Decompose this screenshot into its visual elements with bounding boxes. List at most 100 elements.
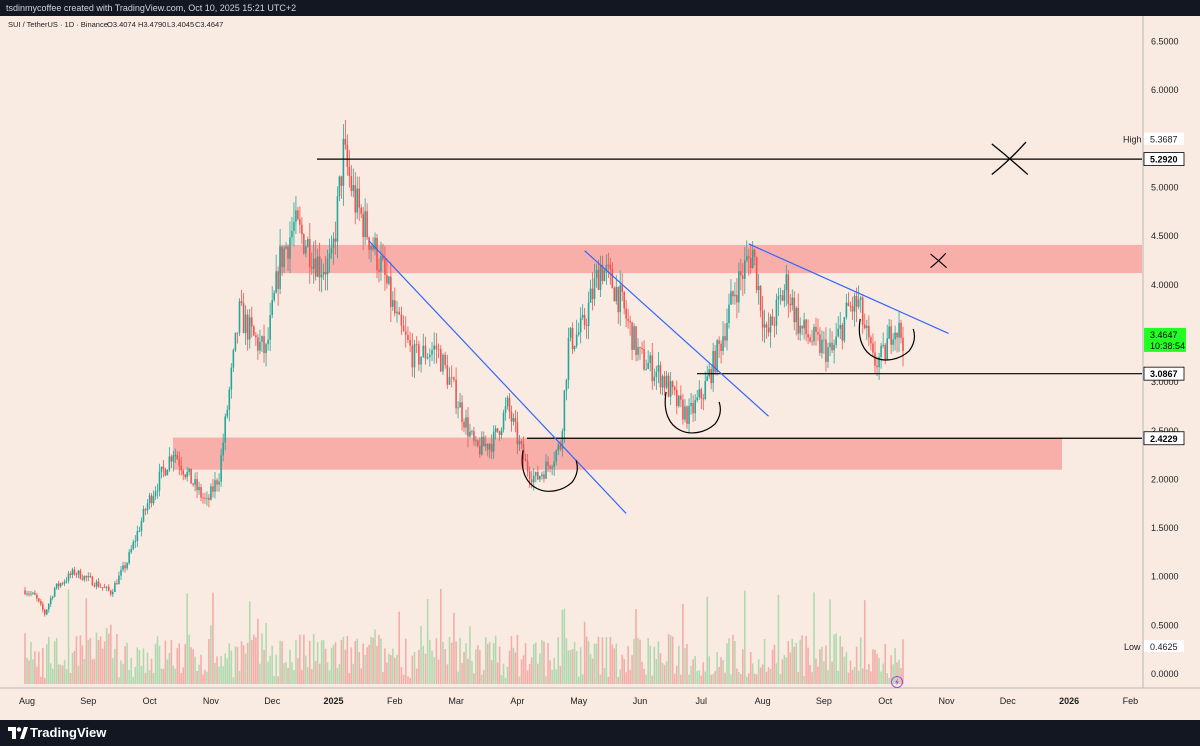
time-axis[interactable]: Aug Sep Oct Nov Dec 2025 Feb Mar Apr May Jun Jul Aug… bbox=[19, 696, 1138, 706]
cup-mark bbox=[664, 391, 721, 434]
candle-body bbox=[506, 397, 509, 407]
volume-bar bbox=[338, 664, 341, 684]
volume-bar bbox=[354, 641, 357, 684]
volume-bar bbox=[589, 653, 592, 684]
candle-body bbox=[212, 486, 214, 492]
lightning-icon[interactable] bbox=[891, 676, 903, 688]
volume-bar bbox=[372, 637, 374, 684]
volume-bar bbox=[132, 676, 135, 684]
price-chart[interactable]: 6.50006.00005.50005.00004.50004.00003.50… bbox=[0, 16, 1200, 720]
volume-bar bbox=[655, 658, 658, 684]
volume-bar bbox=[537, 663, 539, 684]
candle-body bbox=[753, 249, 756, 258]
volume-bar bbox=[528, 663, 531, 684]
candle-body bbox=[577, 332, 580, 335]
candle-body bbox=[757, 285, 760, 291]
candle-body bbox=[783, 290, 786, 301]
high-label: High bbox=[1123, 135, 1142, 145]
volume-bar bbox=[36, 666, 38, 684]
candle-body bbox=[172, 455, 175, 462]
volume-bar bbox=[803, 675, 805, 684]
candle-body bbox=[34, 592, 36, 595]
candle-body bbox=[579, 317, 582, 333]
candle-body bbox=[633, 326, 635, 350]
candle-body bbox=[744, 260, 746, 279]
volume-bar bbox=[418, 649, 420, 684]
chart-frame[interactable]: 6.50006.00005.50005.00004.50004.00003.50… bbox=[0, 16, 1200, 720]
volume-bar bbox=[692, 659, 694, 684]
candle-body bbox=[222, 442, 224, 456]
volume-bar bbox=[649, 645, 652, 684]
candle-body bbox=[250, 317, 253, 327]
candle-body bbox=[42, 604, 44, 610]
candle-body bbox=[105, 586, 108, 588]
candle-body bbox=[797, 307, 799, 334]
volume-bar bbox=[591, 658, 594, 684]
price-axis[interactable]: 6.50006.00005.50005.00004.50004.00003.50… bbox=[1151, 37, 1179, 679]
candle-body bbox=[730, 291, 732, 305]
volume-bar bbox=[619, 669, 622, 684]
candle-body bbox=[599, 264, 602, 290]
volume-bar bbox=[411, 655, 414, 684]
volume-bar bbox=[152, 672, 155, 684]
candle-body bbox=[817, 331, 819, 335]
volume-bar bbox=[198, 664, 200, 684]
candle-body bbox=[500, 429, 503, 436]
volume-bar bbox=[95, 632, 98, 684]
candle-body bbox=[99, 586, 102, 588]
volume-bar bbox=[271, 645, 273, 684]
volume-bar bbox=[344, 649, 347, 684]
candle-body bbox=[170, 456, 173, 462]
volume-bar bbox=[757, 659, 760, 684]
volume-bar bbox=[706, 596, 709, 684]
volume-bar bbox=[520, 659, 523, 684]
volume-bar bbox=[686, 643, 688, 684]
volume-bar bbox=[530, 657, 533, 684]
candle-body bbox=[244, 314, 247, 334]
volume-bar bbox=[28, 660, 30, 684]
volume-bar bbox=[684, 648, 686, 684]
volume-bar bbox=[467, 658, 469, 684]
volume-bar bbox=[53, 641, 56, 684]
candle-body bbox=[669, 381, 672, 397]
candle-body bbox=[426, 357, 429, 359]
candle-body bbox=[502, 412, 505, 430]
candle-body bbox=[882, 344, 884, 346]
volume-bar bbox=[653, 646, 656, 684]
volume-bar bbox=[892, 664, 894, 684]
volume-bar bbox=[791, 639, 794, 684]
price-tick-label: 2.5000 bbox=[1151, 426, 1179, 436]
volume-bar bbox=[172, 665, 175, 684]
candle-body bbox=[755, 257, 758, 291]
candle-body bbox=[793, 297, 796, 323]
brand-name: TradingView bbox=[30, 725, 107, 740]
volume-bar bbox=[742, 649, 744, 684]
candle-body bbox=[872, 343, 874, 353]
candle-body bbox=[607, 264, 610, 266]
volume-bar bbox=[240, 641, 243, 684]
price-level-tag-label: 2.4229 bbox=[1150, 434, 1178, 444]
volume-bar bbox=[629, 669, 631, 684]
candle-body bbox=[366, 211, 368, 238]
candle-body bbox=[571, 327, 574, 350]
volume-bar bbox=[128, 669, 130, 684]
volume-bar bbox=[861, 668, 864, 684]
volume-bar bbox=[730, 674, 732, 684]
volume-bar bbox=[751, 663, 754, 684]
candle-body bbox=[469, 431, 471, 437]
candle-body bbox=[504, 406, 507, 413]
volume-bar bbox=[318, 663, 321, 684]
volume-bar bbox=[494, 635, 497, 684]
cup-mark bbox=[858, 318, 915, 361]
volume-bar bbox=[553, 657, 555, 684]
candle-body bbox=[312, 258, 315, 269]
candle-body bbox=[779, 295, 782, 297]
candle-body bbox=[678, 395, 680, 407]
volume-bar bbox=[87, 639, 90, 684]
volume-bar bbox=[360, 668, 362, 684]
candle-body bbox=[809, 337, 811, 342]
volume-bar bbox=[890, 655, 892, 684]
volume-bar bbox=[83, 659, 86, 684]
volume-bar bbox=[404, 638, 407, 684]
volume-bar bbox=[232, 677, 235, 684]
